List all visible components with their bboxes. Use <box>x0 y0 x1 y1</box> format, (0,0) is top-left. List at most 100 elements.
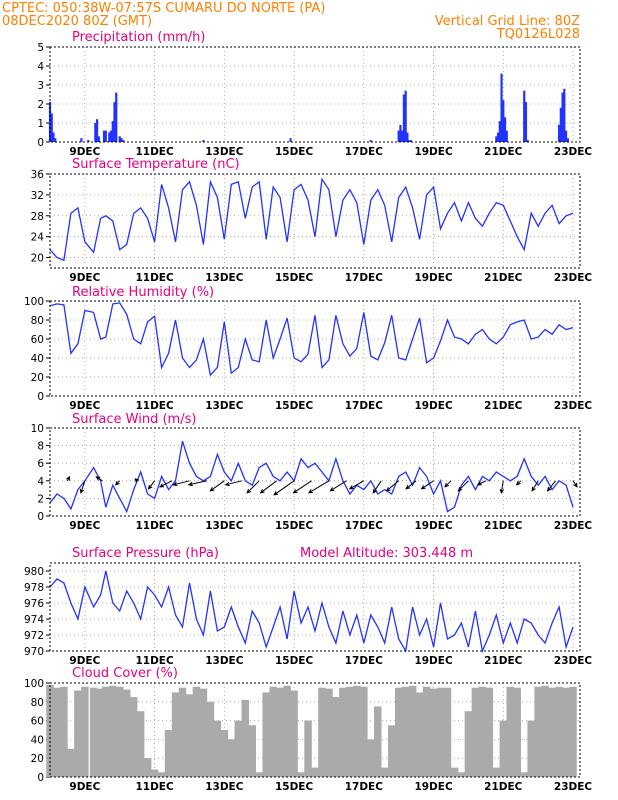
cloud-bar <box>506 686 515 777</box>
y-tick-label: 32 <box>31 190 44 202</box>
wind-arrow <box>224 480 242 487</box>
panel-5: Cloud Cover (%) 0 20 40 60 80 100 9DEC 11DEC 13DE… <box>24 666 592 793</box>
precip-bar <box>50 113 53 142</box>
y-tick-label: 80 <box>31 697 44 709</box>
cloud-bar <box>394 687 403 777</box>
precip-bar <box>566 138 569 142</box>
y-tick-label: 4 <box>37 61 44 73</box>
cloud-bar <box>513 687 521 777</box>
cloud-bar <box>555 686 563 777</box>
precip-bar <box>113 102 116 142</box>
y-tick-label: 0 <box>37 391 44 403</box>
precip-bar <box>495 136 498 142</box>
series-line <box>49 302 574 377</box>
chart-panels: Precipitation (mm/h) 0 1 2 3 4 5 9DEC 11DEC 13DEC… <box>24 30 592 793</box>
cloud-bar <box>185 694 194 777</box>
cloud-bar <box>520 772 528 777</box>
y-tick-label: 3 <box>37 80 44 92</box>
cloud-bar <box>150 769 159 777</box>
x-tick-label: 13DEC <box>205 272 244 284</box>
wind-arrow <box>172 480 190 487</box>
cloud-bar <box>283 685 291 777</box>
cloud-bar <box>234 720 243 777</box>
precip-bar <box>122 140 125 142</box>
cloud-bar <box>450 767 459 777</box>
cloud-bar <box>471 687 480 777</box>
cloud-bar <box>262 692 270 777</box>
cloud-bar <box>332 697 340 777</box>
cloud-bar <box>374 706 382 777</box>
precip-bar <box>409 140 412 142</box>
cloud-bar <box>353 685 361 777</box>
precip-bar <box>496 132 500 142</box>
precip-bar <box>523 90 526 142</box>
cloud-bar <box>485 687 494 777</box>
x-tick-label: 19DEC <box>414 400 453 412</box>
precip-bar <box>120 138 123 142</box>
x-tick-label: 9DEC <box>69 146 100 158</box>
precip-bar <box>404 90 407 142</box>
x-tick-label: 9DEC <box>69 272 100 284</box>
cloud-bar <box>443 687 452 777</box>
y-tick-label: 36 <box>31 169 45 181</box>
cloud-bar <box>380 767 389 777</box>
wind-arrow <box>95 476 103 482</box>
x-tick-label: 23DEC <box>554 272 593 284</box>
cloud-bar <box>102 686 110 777</box>
y-tick-label: 60 <box>31 334 44 346</box>
x-tick-label: 21DEC <box>484 272 523 284</box>
header-grid-line: Vertical Grid Line: 80Z <box>435 14 580 29</box>
cloud-bar <box>213 720 222 777</box>
wind-arrow <box>572 480 578 488</box>
cloud-bar <box>569 686 577 777</box>
precip-bar <box>102 130 106 142</box>
wind-arrow <box>385 480 400 492</box>
precip-bar <box>564 130 568 142</box>
y-tick-label: 976 <box>24 598 44 610</box>
y-tick-label: 80 <box>31 315 44 327</box>
x-tick-label: 17DEC <box>345 400 384 412</box>
precip-bar <box>397 130 400 142</box>
precip-bar <box>401 130 404 142</box>
cloud-bar <box>143 758 152 777</box>
cloud-bar <box>429 688 438 777</box>
x-tick-label: 13DEC <box>205 781 244 793</box>
wind-arrow <box>531 480 539 492</box>
panel-title: Surface Pressure (hPa) <box>72 546 219 561</box>
x-tick-label: 15DEC <box>275 272 314 284</box>
precip-bar <box>94 123 97 142</box>
panel-frame <box>49 682 581 778</box>
cloud-bar <box>136 711 145 777</box>
y-tick-label: 8 <box>37 441 44 453</box>
x-tick-label: 17DEC <box>345 520 384 532</box>
cloud-bar <box>436 687 445 777</box>
cloud-bar <box>534 686 542 777</box>
cloud-bar <box>548 687 556 777</box>
y-tick-label: 5 <box>37 42 44 54</box>
cloud-bar <box>206 701 215 777</box>
wind-arrow <box>292 480 312 494</box>
series-line <box>49 441 574 514</box>
header-run-time: 08DEC2020 80Z (GMT) <box>2 14 152 29</box>
wind-arrow <box>444 480 452 488</box>
precip-bar <box>109 130 113 142</box>
precip-bar <box>97 136 100 142</box>
y-tick-label: 100 <box>24 296 44 308</box>
x-tick-label: 11DEC <box>135 520 174 532</box>
cloud-bar <box>527 720 535 777</box>
x-tick-label: 23DEC <box>554 146 593 158</box>
panel-1: Surface Temperature (nC) 20 24 28 32 36 9DEC 11… <box>31 157 593 284</box>
x-tick-label: 13DEC <box>205 520 244 532</box>
cloud-bar <box>241 699 250 777</box>
wind-arrow <box>187 480 208 487</box>
cloud-bar <box>115 686 124 777</box>
precip-bar <box>559 107 562 142</box>
wind-arrow <box>273 480 295 496</box>
x-tick-label: 23DEC <box>554 520 593 532</box>
x-tick-label: 15DEC <box>275 655 314 667</box>
cloud-bar <box>255 772 263 777</box>
panel-title: Surface Temperature (nC) <box>72 157 240 172</box>
cloud-bar <box>360 686 368 777</box>
x-tick-label: 13DEC <box>205 146 244 158</box>
precip-bar <box>95 119 99 142</box>
